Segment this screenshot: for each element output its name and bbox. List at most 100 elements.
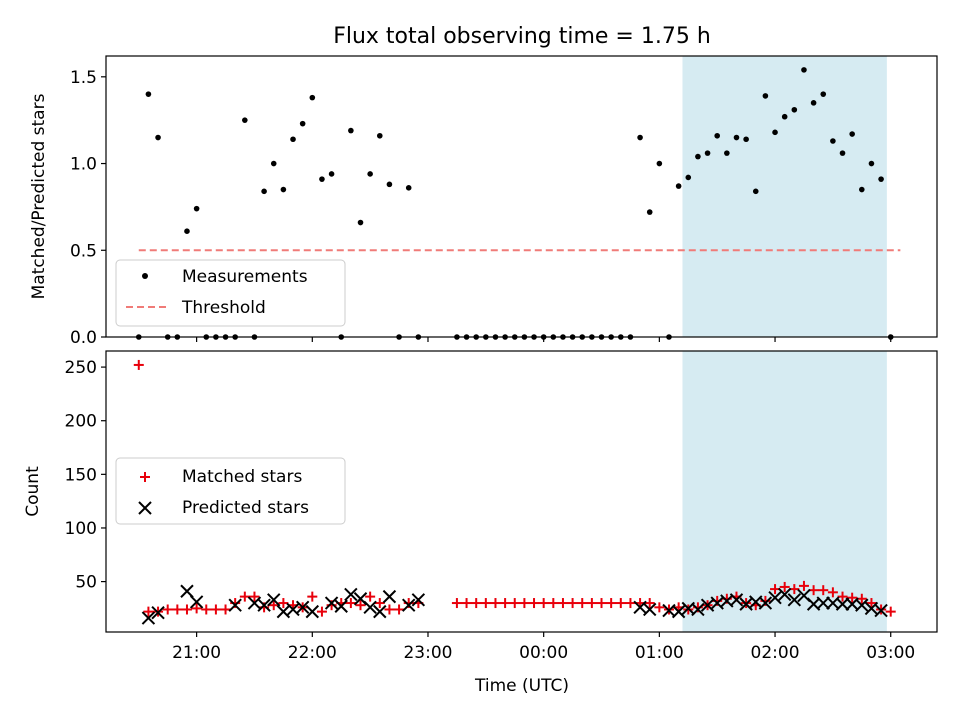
measurement-point [820, 91, 827, 97]
matched-star-point [201, 604, 212, 615]
measurement-point [290, 136, 296, 143]
matched-star-point [577, 598, 588, 609]
predicted-star-point [363, 600, 377, 615]
top-y-tick-label: 0.0 [70, 328, 97, 348]
bottom-y-tick-label: 200 [65, 412, 97, 432]
matched-star-point [557, 598, 568, 609]
measurement-point [781, 113, 788, 120]
matched-star-point [548, 598, 559, 609]
matched-star-point [606, 598, 617, 609]
matched-star-point [355, 600, 366, 611]
legend-measurements-label: Measurements [182, 267, 308, 287]
measurement-point [675, 183, 682, 189]
predicted-star-point [257, 598, 271, 612]
measurement-point [752, 188, 759, 195]
top-y-tick-label: 1.5 [70, 68, 97, 88]
legend-threshold-label: Threshold [181, 298, 266, 318]
x-tick-label: 03:00 [866, 643, 915, 663]
top-axes-frame [105, 55, 938, 338]
measurement-point [309, 94, 316, 101]
matched-star-point [394, 604, 405, 615]
top-x-axis [196, 337, 892, 342]
top-panel: 0.0 0.5 1.0 1.5 Matched/Predicted stars Mea… [29, 55, 938, 348]
matched-star-point [625, 598, 636, 609]
measurement-point [184, 228, 190, 234]
matched-star-point [519, 598, 530, 609]
measurement-point [733, 134, 740, 141]
matched-star-point [779, 581, 790, 592]
matched-star-point [365, 591, 376, 602]
top-highlight-span [682, 56, 887, 337]
predicted-star-point [402, 598, 416, 612]
x-tick-label: 02:00 [751, 643, 800, 663]
legend-matched-marker [140, 472, 150, 482]
predicted-star-point [324, 596, 339, 610]
matched-star-point [471, 598, 482, 609]
predicted-star-point [382, 589, 397, 604]
bottom-x-axis: 21:00 22:00 23:00 00:00 01:00 02:00 03:00 [172, 632, 915, 663]
matched-star-point [461, 598, 472, 609]
matched-star-point [239, 591, 250, 602]
measurement-point [637, 134, 643, 141]
bottom-y-tick-label: 100 [65, 519, 97, 539]
matched-star-point [374, 598, 385, 609]
matched-star-point [480, 598, 491, 609]
matched-star-point [615, 598, 626, 609]
x-tick-label: 01:00 [635, 643, 684, 663]
measurement-point [868, 160, 875, 167]
predicted-star-point [691, 602, 705, 617]
matched-star-point [837, 591, 848, 602]
predicted-star-point [180, 584, 194, 598]
top-legend-box [115, 259, 346, 327]
measurement-point [145, 91, 152, 97]
predicted-star-point [267, 593, 281, 607]
bottom-axes-frame [105, 350, 938, 633]
matched-star-point [798, 580, 809, 591]
bottom-panel: 50 100 150 200 250 21:00 22:00 23:00 00:00 01:00… [23, 350, 938, 696]
measurement-point [830, 138, 836, 144]
predicted-star-point [295, 600, 310, 615]
x-tick-label: 23:00 [403, 643, 452, 663]
matched-star-point [220, 604, 231, 615]
predicted-star-point [787, 593, 802, 607]
predicted-star-point [141, 611, 156, 625]
matched-star-point [384, 604, 395, 615]
predicted-star-point [768, 590, 782, 605]
measurement-point [357, 219, 364, 226]
measurement-point [405, 185, 412, 191]
matched-star-point [827, 587, 838, 598]
measurement-point [695, 153, 701, 160]
measurement-point [386, 181, 393, 188]
matched-star-point [143, 606, 154, 617]
matched-star-point [885, 606, 896, 617]
matched-star-point [586, 598, 597, 609]
matched-star-point [529, 598, 540, 609]
measurement-point [772, 129, 778, 136]
measurement-point [743, 136, 749, 143]
measurement-point [656, 160, 663, 167]
predicted-star-point [671, 604, 686, 619]
chart-title: Flux total observing time = 1.75 h [333, 24, 711, 49]
predicted-star-point [643, 602, 657, 617]
predicted-star-point [758, 596, 773, 610]
measurement-point [367, 171, 373, 177]
matched-star-point [181, 604, 192, 615]
bottom-legend: Matched stars Predicted stars [115, 457, 346, 525]
predicted-stars-points [141, 584, 888, 625]
predicted-star-point [411, 593, 426, 607]
measurement-point [155, 134, 161, 141]
legend-matched-label: Matched stars [182, 467, 302, 487]
predicted-star-point [855, 598, 869, 612]
measurement-point [724, 150, 730, 156]
top-legend: Measurements Threshold [115, 259, 346, 327]
matched-star-point [538, 598, 549, 609]
matched-star-point [451, 598, 462, 609]
measurement-point [685, 174, 692, 181]
top-y-axis-label: Matched/Predicted stars [29, 93, 49, 299]
predicted-star-point [874, 603, 888, 618]
x-tick-label: 00:00 [519, 643, 568, 663]
measurement-point [704, 150, 711, 156]
predicted-star-point [777, 587, 792, 602]
predicted-star-point [835, 597, 850, 611]
